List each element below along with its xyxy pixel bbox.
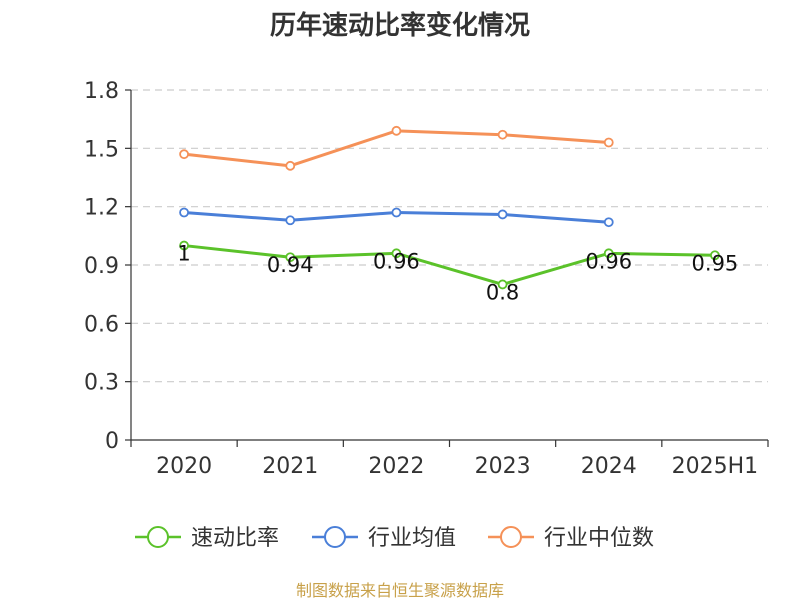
series-1-point-4 bbox=[603, 217, 614, 228]
legend-item-1: 行业均值 bbox=[312, 526, 456, 551]
axes: 0 0.3 0.6 0.9 1.2 1.5 1.8 2020 2021 2022 2023 2024 2… bbox=[84, 79, 769, 479]
series-lines bbox=[179, 125, 720, 290]
y-tick-label-1: 0.3 bbox=[84, 371, 119, 396]
y-tick-label-2: 0.6 bbox=[84, 312, 119, 337]
data-label-0-5: 0.95 bbox=[692, 251, 739, 275]
data-label-0-0: 1 bbox=[177, 242, 190, 266]
legend-marker-0 bbox=[147, 526, 169, 548]
chart-title: 历年速动比率变化情况 bbox=[270, 10, 530, 41]
series-1-point-3 bbox=[497, 209, 508, 220]
y-tick-label-6: 1.8 bbox=[84, 79, 119, 104]
series-2-point-4 bbox=[603, 137, 614, 148]
y-tick-label-0: 0 bbox=[105, 429, 119, 454]
x-tick-label-2: 2022 bbox=[368, 454, 424, 479]
y-tick-label-4: 1.2 bbox=[84, 196, 119, 221]
y-tick-label-3: 0.9 bbox=[84, 254, 119, 279]
x-tick-label-1: 2021 bbox=[262, 454, 318, 479]
data-label-0-3: 0.8 bbox=[486, 280, 519, 304]
series-2-point-1 bbox=[285, 160, 296, 171]
data-labels: 1 0.94 0.96 0.8 0.96 0.95 bbox=[177, 242, 738, 305]
y-tick-label-5: 1.5 bbox=[84, 137, 119, 162]
series-0-point-1 bbox=[285, 252, 296, 263]
legend-label-1: 行业均值 bbox=[368, 526, 456, 551]
legend-item-0: 速动比率 bbox=[135, 526, 279, 551]
series-1-point-1 bbox=[285, 215, 296, 226]
series-line-0 bbox=[183, 244, 715, 286]
legend-label-2: 行业中位数 bbox=[544, 526, 654, 551]
series-0-point-0 bbox=[179, 240, 189, 251]
x-tick-label-0: 2020 bbox=[156, 454, 212, 479]
series-1-point-0 bbox=[179, 207, 189, 218]
series-2-point-2 bbox=[391, 125, 402, 136]
series-0-point-3 bbox=[497, 279, 508, 290]
grid-lines bbox=[131, 89, 768, 383]
series-1-point-2 bbox=[391, 207, 402, 218]
x-tick-label-5: 2025H1 bbox=[672, 454, 759, 479]
series-0-point-4 bbox=[603, 248, 614, 259]
series-0-point-2 bbox=[391, 248, 402, 259]
data-label-0-4: 0.96 bbox=[585, 249, 632, 273]
x-tick-label-4: 2024 bbox=[581, 454, 637, 479]
series-2-point-0 bbox=[179, 149, 189, 160]
legend-item-2: 行业中位数 bbox=[488, 526, 654, 551]
legend-marker-2 bbox=[500, 526, 522, 548]
legend-marker-1 bbox=[324, 526, 346, 548]
x-tick-label-3: 2023 bbox=[475, 454, 531, 479]
data-label-0-2: 0.96 bbox=[373, 249, 420, 273]
series-0-point-5 bbox=[710, 250, 720, 261]
data-label-0-1: 0.94 bbox=[267, 253, 314, 277]
legend-label-0: 速动比率 bbox=[191, 526, 279, 551]
series-2-point-3 bbox=[497, 129, 508, 140]
source-note: 制图数据来自恒生聚源数据库 bbox=[296, 581, 504, 600]
legend: 速动比率 行业均值 行业中位数 bbox=[135, 526, 654, 551]
